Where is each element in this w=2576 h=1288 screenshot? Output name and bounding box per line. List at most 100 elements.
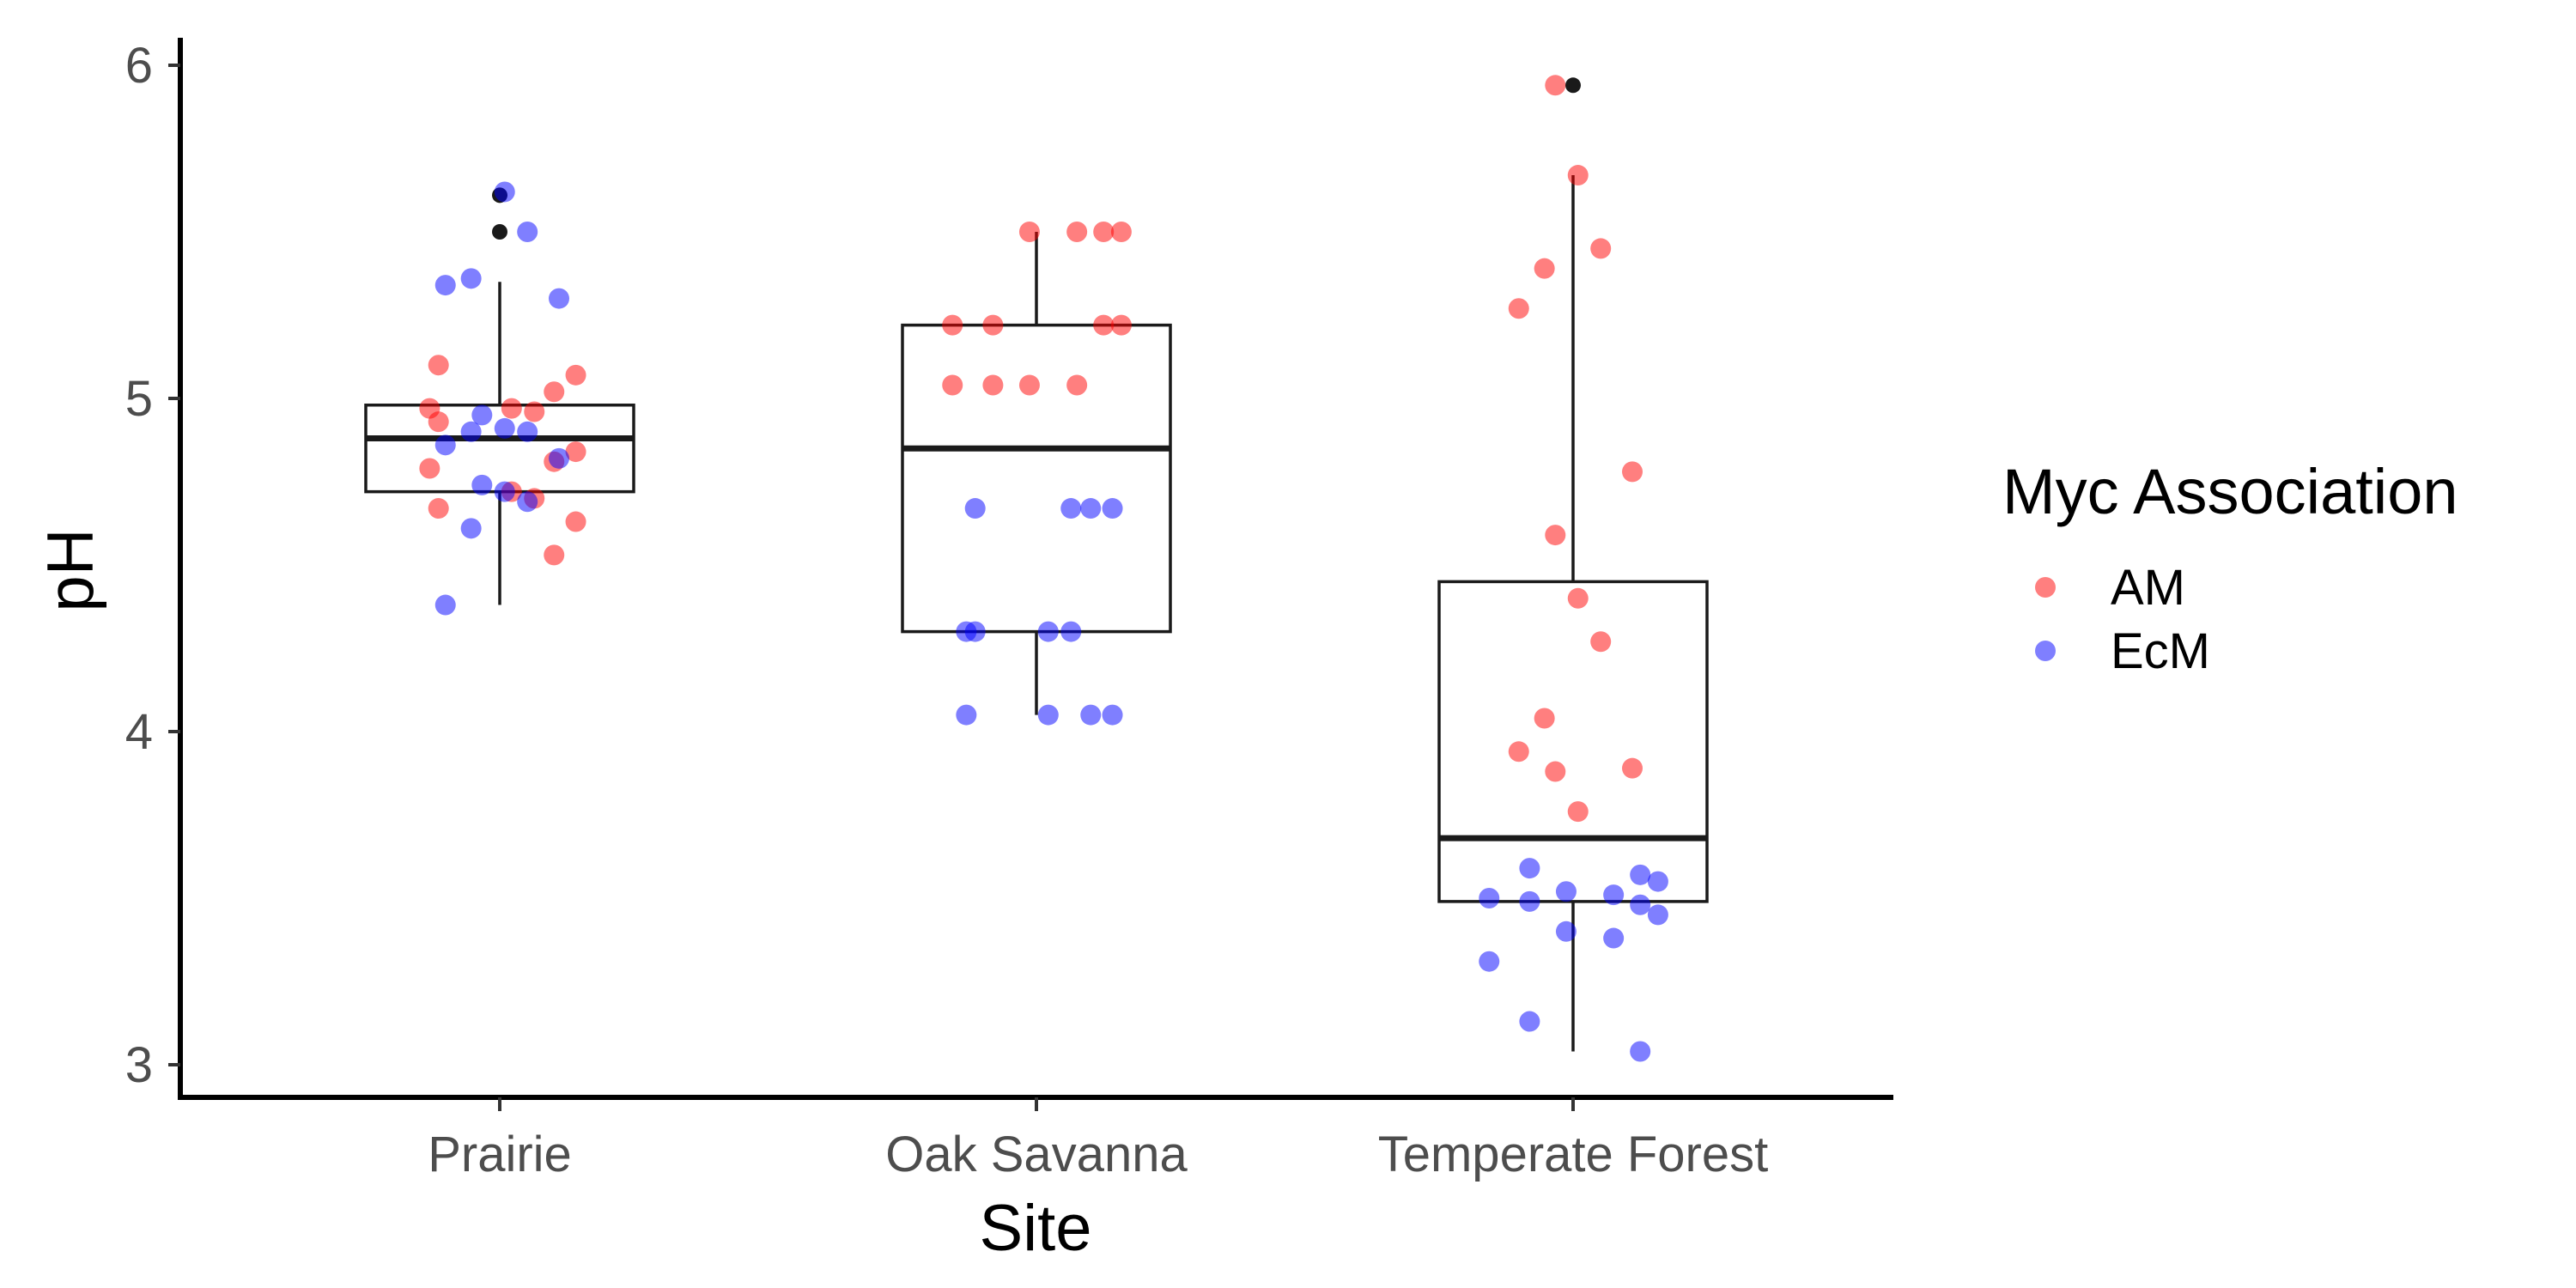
data-point-am [1545, 761, 1566, 782]
data-point-am [982, 314, 1004, 336]
data-point-ecm [1647, 871, 1668, 892]
data-point-am [1567, 801, 1589, 823]
legend-key-ecm [2035, 641, 2056, 661]
data-point-am [501, 398, 522, 419]
y-tick-label: 5 [125, 371, 153, 427]
data-point-am [1590, 631, 1612, 653]
data-point-ecm [494, 417, 515, 439]
data-point-ecm [1060, 498, 1082, 519]
data-point-am [544, 381, 565, 403]
data-point-am [1018, 374, 1040, 396]
data-point-am [942, 314, 963, 336]
box-oak-savanna [901, 232, 1172, 715]
y-tick-label: 3 [125, 1037, 153, 1093]
y-axis-title: pH [34, 528, 107, 611]
data-point-ecm [471, 474, 493, 495]
data-point-am [982, 374, 1004, 396]
data-point-ecm [434, 594, 456, 616]
data-point-ecm [471, 404, 493, 426]
data-point-am [565, 441, 586, 463]
data-point-am [1508, 741, 1529, 762]
data-point-am [1622, 757, 1643, 779]
y-ticks: 3 4 5 6 [125, 38, 180, 1093]
outlier-point [492, 224, 507, 240]
data-point-ecm [956, 704, 977, 726]
data-point-ecm [964, 621, 986, 642]
data-point-am [1110, 222, 1132, 242]
data-point-ecm [1630, 864, 1651, 885]
box-iqr [901, 323, 1172, 634]
data-point-am [1622, 461, 1643, 483]
x-ticks: Prairie Oak Savanna Temperate Forest [428, 1097, 1768, 1182]
data-point-ecm [549, 447, 569, 469]
x-axis-title: Site [980, 1192, 1092, 1265]
data-point-am [428, 411, 449, 433]
data-point-ecm [460, 421, 482, 442]
jitter-points [419, 75, 1668, 1062]
boxplots [364, 77, 1709, 1052]
data-point-ecm [1102, 704, 1123, 726]
data-point-ecm [494, 481, 515, 502]
data-point-am [428, 355, 449, 376]
data-point-ecm [1037, 621, 1059, 642]
data-point-ecm [1080, 498, 1102, 519]
data-point-am [419, 458, 440, 479]
data-point-am [1545, 75, 1566, 96]
legend-label-am: AM [2111, 560, 2185, 616]
data-point-ecm [1060, 621, 1082, 642]
data-point-ecm [1519, 858, 1540, 879]
legend: Myc Association AM EcM [2002, 456, 2458, 679]
data-point-am [1534, 708, 1555, 729]
y-tick-label: 4 [125, 704, 153, 760]
data-point-ecm [434, 275, 456, 296]
box-iqr [364, 404, 635, 494]
data-point-am [1545, 525, 1566, 546]
data-point-ecm [460, 268, 482, 289]
data-point-ecm [1555, 920, 1577, 942]
data-point-am [1066, 374, 1088, 396]
data-point-ecm [1555, 881, 1577, 902]
data-point-ecm [517, 222, 538, 242]
data-point-ecm [1630, 1041, 1651, 1062]
box-temperate-forest [1437, 77, 1709, 1052]
data-point-ecm [1519, 890, 1540, 912]
data-point-ecm [460, 518, 482, 539]
data-point-am [1093, 314, 1115, 336]
legend-label-ecm: EcM [2111, 623, 2210, 679]
data-point-ecm [1479, 951, 1500, 972]
data-point-am [1093, 222, 1115, 242]
data-point-ecm [1037, 704, 1059, 726]
box-prairie [364, 187, 635, 605]
data-point-am [524, 401, 545, 422]
data-point-ecm [1080, 704, 1102, 726]
data-point-ecm [549, 288, 569, 309]
data-point-am [544, 544, 565, 566]
data-point-am [1590, 238, 1612, 259]
data-point-am [1110, 314, 1132, 336]
data-point-am [1018, 222, 1040, 242]
data-point-ecm [1479, 888, 1500, 908]
data-point-ecm [494, 181, 515, 203]
data-point-am [1567, 587, 1589, 609]
data-point-ecm [1603, 884, 1625, 906]
data-point-ecm [1647, 904, 1668, 926]
box-iqr [1437, 580, 1709, 903]
data-point-am [1534, 258, 1555, 279]
data-point-ecm [1519, 1011, 1540, 1032]
outlier-point [1565, 77, 1581, 94]
data-point-ecm [1603, 927, 1625, 949]
legend-key-am [2035, 577, 2056, 598]
data-point-am [565, 364, 586, 386]
data-point-am [1508, 298, 1529, 319]
data-point-ecm [434, 434, 456, 456]
data-point-ecm [1630, 894, 1651, 915]
y-tick-label: 6 [125, 38, 153, 94]
x-tick-label: Prairie [428, 1127, 572, 1182]
data-point-am [1567, 165, 1589, 186]
data-point-am [942, 374, 963, 396]
x-tick-label: Oak Savanna [885, 1127, 1188, 1182]
data-point-ecm [517, 491, 538, 513]
data-point-am [565, 511, 586, 532]
data-point-ecm [517, 421, 538, 442]
